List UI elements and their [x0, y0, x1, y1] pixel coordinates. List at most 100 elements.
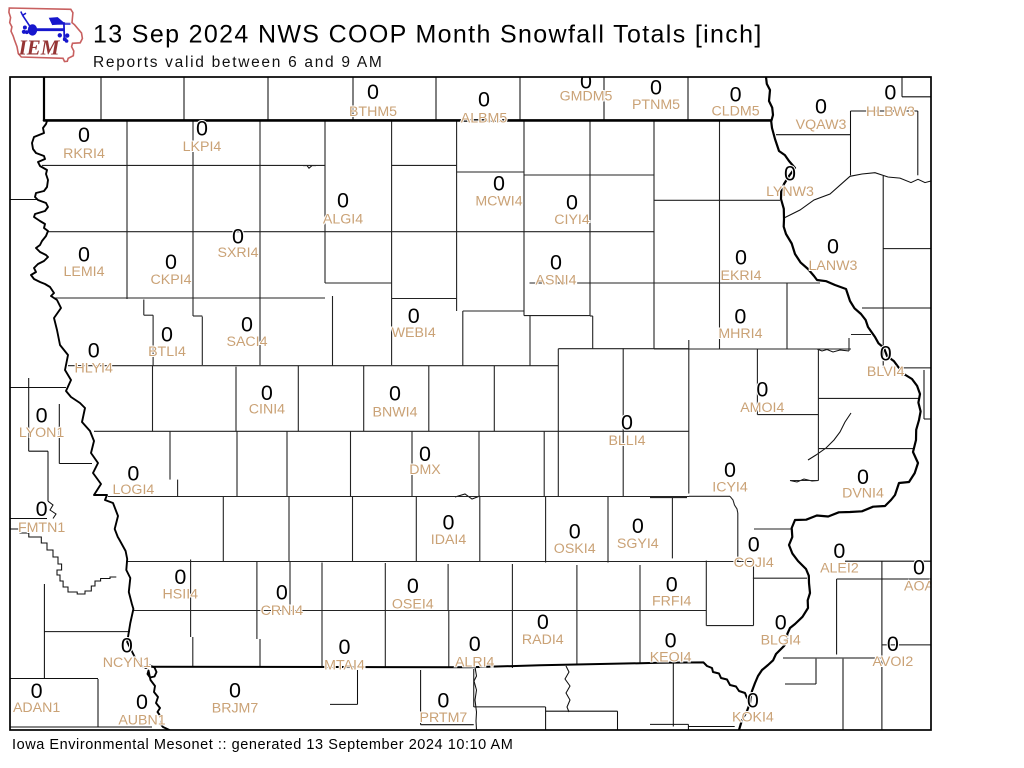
svg-text:LOGI4: LOGI4 — [113, 482, 155, 498]
svg-text:AUBN1: AUBN1 — [118, 712, 165, 728]
svg-text:0: 0 — [88, 339, 100, 363]
svg-text:HLBW3: HLBW3 — [866, 104, 915, 120]
svg-text:13 Sep 2024 NWS COOP Month Sno: 13 Sep 2024 NWS COOP Month Snowfall Tota… — [93, 21, 763, 49]
svg-text:0: 0 — [880, 342, 892, 366]
svg-text:0: 0 — [724, 458, 736, 482]
svg-text:0: 0 — [833, 539, 845, 563]
svg-text:0: 0 — [756, 377, 768, 401]
svg-text:0: 0 — [229, 679, 241, 703]
svg-text:0: 0 — [621, 411, 633, 435]
svg-text:RKRI4: RKRI4 — [63, 146, 105, 162]
svg-text:0: 0 — [261, 381, 273, 405]
svg-text:0: 0 — [857, 465, 869, 489]
svg-text:KOKI4: KOKI4 — [732, 709, 774, 725]
svg-text:Iowa Environmental Mesonet ::: Iowa Environmental Mesonet :: generated … — [12, 737, 513, 753]
svg-text:0: 0 — [550, 251, 562, 275]
svg-text:0: 0 — [389, 382, 401, 406]
svg-text:BTHM5: BTHM5 — [349, 104, 397, 120]
svg-text:HSII4: HSII4 — [163, 587, 199, 603]
svg-text:0: 0 — [165, 250, 177, 274]
svg-text:BLGI4: BLGI4 — [761, 633, 801, 649]
svg-text:ALEI2: ALEI2 — [820, 560, 859, 576]
svg-text:ALRI4: ALRI4 — [455, 654, 495, 670]
svg-text:0: 0 — [419, 442, 431, 466]
svg-text:0: 0 — [339, 635, 351, 659]
svg-text:0: 0 — [493, 172, 505, 196]
svg-text:IDAI4: IDAI4 — [431, 532, 467, 548]
svg-text:0: 0 — [408, 304, 420, 328]
svg-text:AMOI4: AMOI4 — [740, 400, 784, 416]
svg-text:0: 0 — [775, 611, 787, 635]
svg-text:0: 0 — [884, 81, 896, 105]
svg-text:0: 0 — [136, 690, 148, 714]
svg-text:OSKI4: OSKI4 — [554, 541, 596, 557]
svg-text:FRFI4: FRFI4 — [652, 594, 692, 610]
svg-text:GMDM5: GMDM5 — [560, 89, 613, 105]
svg-text:0: 0 — [337, 189, 349, 213]
svg-text:PRTM7: PRTM7 — [419, 710, 467, 726]
svg-text:BNWI4: BNWI4 — [373, 405, 418, 421]
svg-text:0: 0 — [78, 123, 90, 147]
svg-text:0: 0 — [537, 610, 549, 634]
svg-text:0: 0 — [469, 632, 481, 656]
svg-text:NCYN1: NCYN1 — [103, 655, 151, 671]
svg-text:0: 0 — [232, 224, 244, 248]
svg-text:CKPI4: CKPI4 — [150, 272, 191, 288]
svg-text:CLDM5: CLDM5 — [712, 104, 760, 120]
svg-text:IEM: IEM — [18, 36, 61, 60]
svg-text:SGYI4: SGYI4 — [617, 536, 659, 552]
svg-text:0: 0 — [443, 511, 455, 535]
svg-text:0: 0 — [196, 117, 208, 141]
svg-text:DVNI4: DVNI4 — [842, 486, 884, 502]
svg-text:BLVI4: BLVI4 — [867, 364, 905, 380]
svg-text:0: 0 — [478, 88, 490, 112]
svg-text:0: 0 — [632, 514, 644, 538]
svg-text:0: 0 — [784, 161, 796, 185]
svg-text:0: 0 — [276, 581, 288, 605]
svg-text:0: 0 — [650, 76, 662, 100]
svg-text:0: 0 — [735, 246, 747, 270]
svg-text:KEOI4: KEOI4 — [650, 650, 692, 666]
svg-text:MTAI4: MTAI4 — [324, 658, 365, 674]
svg-text:CRNI4: CRNI4 — [261, 603, 304, 619]
svg-text:ALGI4: ALGI4 — [323, 212, 363, 228]
svg-text:Reports valid between 6 and 9: Reports valid between 6 and 9 AM — [93, 54, 384, 71]
svg-text:CIYI4: CIYI4 — [554, 212, 590, 228]
svg-text:PTNM5: PTNM5 — [632, 97, 680, 113]
svg-text:ADAN1: ADAN1 — [13, 700, 60, 716]
svg-text:WEBI4: WEBI4 — [392, 325, 436, 341]
svg-text:0: 0 — [36, 497, 48, 521]
svg-text:0: 0 — [367, 80, 379, 104]
svg-text:0: 0 — [121, 634, 133, 658]
svg-text:0: 0 — [748, 533, 760, 557]
svg-text:VQAW3: VQAW3 — [796, 117, 847, 133]
svg-text:0: 0 — [827, 235, 839, 259]
svg-text:ASNI4: ASNI4 — [535, 273, 576, 289]
svg-text:SXRI4: SXRI4 — [217, 245, 258, 261]
svg-text:0: 0 — [665, 629, 677, 653]
svg-text:0: 0 — [666, 572, 678, 596]
svg-text:MHRI4: MHRI4 — [718, 326, 762, 342]
svg-text:LYNW3: LYNW3 — [766, 184, 814, 200]
svg-text:0: 0 — [734, 304, 746, 328]
svg-text:0: 0 — [747, 688, 759, 712]
svg-text:EKRI4: EKRI4 — [720, 268, 761, 284]
svg-text:COJI4: COJI4 — [734, 555, 774, 571]
svg-text:0: 0 — [815, 95, 827, 119]
svg-text:0: 0 — [566, 191, 578, 215]
svg-text:FMTN1: FMTN1 — [18, 520, 65, 536]
svg-text:0: 0 — [127, 462, 139, 486]
svg-text:LYON1: LYON1 — [19, 425, 65, 441]
svg-text:BRJM7: BRJM7 — [212, 701, 259, 717]
svg-text:0: 0 — [887, 632, 899, 656]
svg-text:DMX: DMX — [409, 462, 441, 478]
svg-text:SACI4: SACI4 — [226, 334, 267, 350]
svg-text:RADI4: RADI4 — [522, 632, 564, 648]
svg-text:0: 0 — [241, 313, 253, 337]
svg-text:MCWI4: MCWI4 — [475, 194, 522, 210]
svg-text:LEMI4: LEMI4 — [63, 264, 104, 280]
svg-text:0: 0 — [580, 70, 592, 94]
svg-text:ICYI4: ICYI4 — [712, 479, 748, 495]
svg-text:0: 0 — [31, 679, 43, 703]
svg-text:LKPI4: LKPI4 — [183, 139, 222, 155]
